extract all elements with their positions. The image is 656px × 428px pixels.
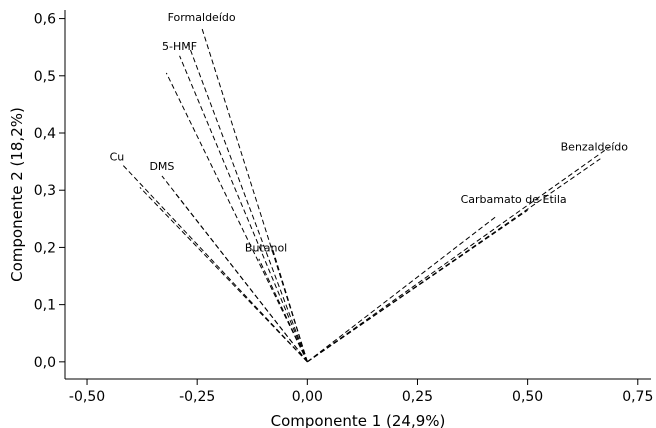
x-axis-title: Componente 1 (24,9%) (271, 412, 446, 428)
point-label: DMS (149, 160, 174, 173)
y-tick-label: 0,4 (34, 126, 56, 142)
tick-labels: -0,50 -0,25 0,00 0,25 0,50 0,75 0,0 0,1 0,2 0,3 0,… (34, 12, 654, 405)
x-tick-label: 0,00 (292, 389, 323, 405)
x-tick-label: -0,25 (179, 389, 215, 405)
loading-vector (121, 164, 308, 363)
x-tick-label: 0,75 (622, 389, 653, 405)
x-tick-label: 0,50 (512, 389, 543, 405)
y-tick-label: 0,6 (34, 12, 56, 28)
x-tick-label: 0,25 (402, 389, 433, 405)
loading-vector-secondary (165, 72, 308, 363)
point-label: Benzaldeído (561, 141, 629, 154)
loading-vector-secondary (307, 215, 498, 363)
y-tick-label: 0,1 (34, 298, 56, 314)
loading-vector-secondary (258, 258, 308, 363)
point-label: Carbamato de Etila (461, 193, 567, 206)
loading-vector-secondary (307, 146, 610, 363)
y-tick-label: 0,2 (34, 240, 56, 256)
loading-vector-secondary (139, 187, 308, 363)
point-label: Formaldeído (168, 11, 236, 24)
loading-vector (271, 247, 308, 362)
loading-vector (179, 55, 308, 363)
point-label: Butanol (245, 241, 287, 254)
axes (59, 10, 651, 385)
point-labels: Formaldeído 5-HMF Cu DMS Butanol Carbamato de… (110, 11, 629, 254)
y-axis-title: Componente 2 (18,2%) (8, 107, 26, 282)
loading-vectors (121, 27, 610, 363)
loading-vector (307, 158, 601, 363)
point-label: Cu (110, 150, 125, 163)
y-tick-label: 0,3 (34, 183, 56, 199)
loading-vector-secondary (187, 44, 308, 363)
loading-vector-secondary (174, 192, 308, 363)
x-tick-label: -0,50 (69, 389, 105, 405)
point-label: 5-HMF (162, 40, 197, 53)
y-tick-label: 0,0 (34, 355, 56, 371)
y-tick-label: 0,5 (34, 69, 56, 85)
